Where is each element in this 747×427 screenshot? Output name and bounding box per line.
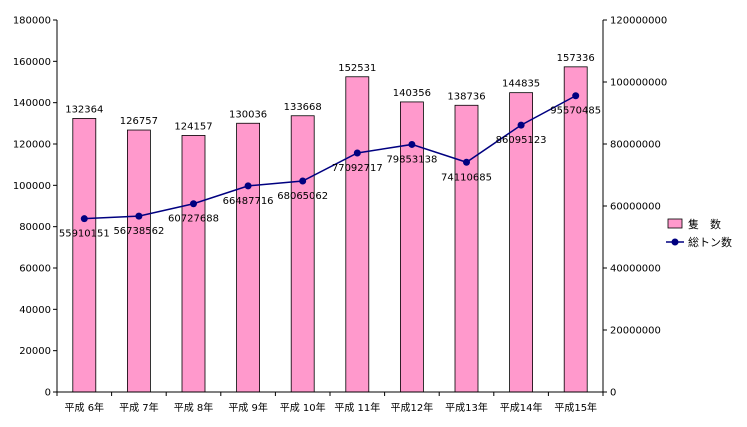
left-tick-label: 60000: [19, 264, 51, 275]
right-tick-label: 120000000: [610, 16, 667, 27]
right-tick-label: 20000000: [610, 326, 661, 337]
bar-value-label: 140356: [393, 88, 431, 99]
legend-line-label: 総トン数: [688, 235, 732, 249]
line-point: [353, 149, 361, 157]
bar: [345, 76, 370, 393]
data-labels: 132364 126757 124157 130036 133668 152531 1403…: [59, 53, 601, 240]
x-tick-label: 平成13年: [445, 401, 488, 414]
line-value-label: 56738562: [113, 226, 164, 237]
x-tick-label: 平成14年: [500, 401, 543, 414]
bar-value-label: 152531: [338, 63, 376, 74]
x-tick-label: 平成 7年: [119, 401, 159, 414]
x-tick-label: 平成 6年: [65, 401, 105, 414]
line-point: [299, 177, 307, 185]
bar: [181, 135, 206, 393]
line-point: [572, 92, 580, 100]
line-value-label: 74110685: [441, 172, 492, 183]
left-tick-label: 0: [45, 388, 51, 399]
bar-value-label: 138736: [447, 91, 485, 102]
legend-line-marker: [671, 238, 679, 246]
left-tick-label: 160000: [13, 57, 51, 68]
left-tick-label: 80000: [19, 222, 51, 233]
left-tick-label: 180000: [13, 16, 51, 27]
bar-value-label: 130036: [229, 109, 267, 120]
bar-value-label: 126757: [120, 116, 158, 127]
line-point: [80, 215, 88, 223]
left-tick-label: 120000: [13, 140, 51, 151]
line-point: [190, 200, 197, 208]
right-tick-label: 0: [610, 388, 616, 399]
right-tick-label: 100000000: [610, 78, 667, 89]
line-value-label: 77092717: [332, 163, 383, 174]
axes: 0 20000 40000 60000 80000 100000 120000 140000 1…: [13, 16, 667, 415]
bar: [72, 118, 97, 393]
line-value-label: 79853138: [386, 154, 437, 165]
bar-value-label: 144835: [502, 79, 540, 90]
left-tick-label: 40000: [19, 305, 51, 316]
line-point: [463, 158, 470, 166]
line-value-label: 68065062: [277, 191, 328, 202]
bar-series: [72, 66, 588, 393]
legend-bar-label: 隻 数: [688, 217, 721, 231]
right-tick-label: 60000000: [610, 202, 661, 213]
line-value-label: 66487716: [223, 196, 274, 207]
x-tick-label: 平成 10年: [280, 401, 326, 414]
bar-value-label: 133668: [284, 102, 322, 113]
x-tick-label: 平成 11年: [334, 401, 380, 414]
bar: [454, 104, 479, 393]
line-point: [244, 182, 252, 190]
x-tick-label: 平成12年: [391, 401, 434, 414]
bar-value-label: 124157: [174, 121, 212, 132]
legend-bar-swatch: [667, 218, 683, 229]
right-tick-label: 40000000: [610, 264, 661, 275]
line-point: [135, 212, 143, 220]
bar: [127, 129, 151, 393]
bar: [236, 122, 261, 393]
line-value-label: 95570485: [550, 106, 601, 117]
left-tick-label: 20000: [19, 346, 51, 357]
left-tick-label: 100000: [13, 181, 51, 192]
left-tick-label: 140000: [13, 98, 51, 109]
bar: [290, 115, 315, 393]
bar-value-label: 157336: [557, 53, 595, 64]
line-value-label: 86095123: [496, 135, 547, 146]
x-tick-label: 平成 8年: [174, 401, 214, 414]
line-point: [408, 140, 416, 148]
line-point: [517, 121, 525, 129]
line-value-label: 55910151: [59, 229, 110, 240]
right-tick-label: 80000000: [610, 140, 661, 151]
line-series: [80, 92, 580, 223]
line-value-label: 60727688: [168, 214, 219, 225]
line-path: [84, 95, 577, 220]
x-tick-label: 平成15年: [554, 401, 597, 414]
bar-value-label: 132364: [65, 104, 103, 115]
x-tick-label: 平成 9年: [228, 401, 268, 414]
